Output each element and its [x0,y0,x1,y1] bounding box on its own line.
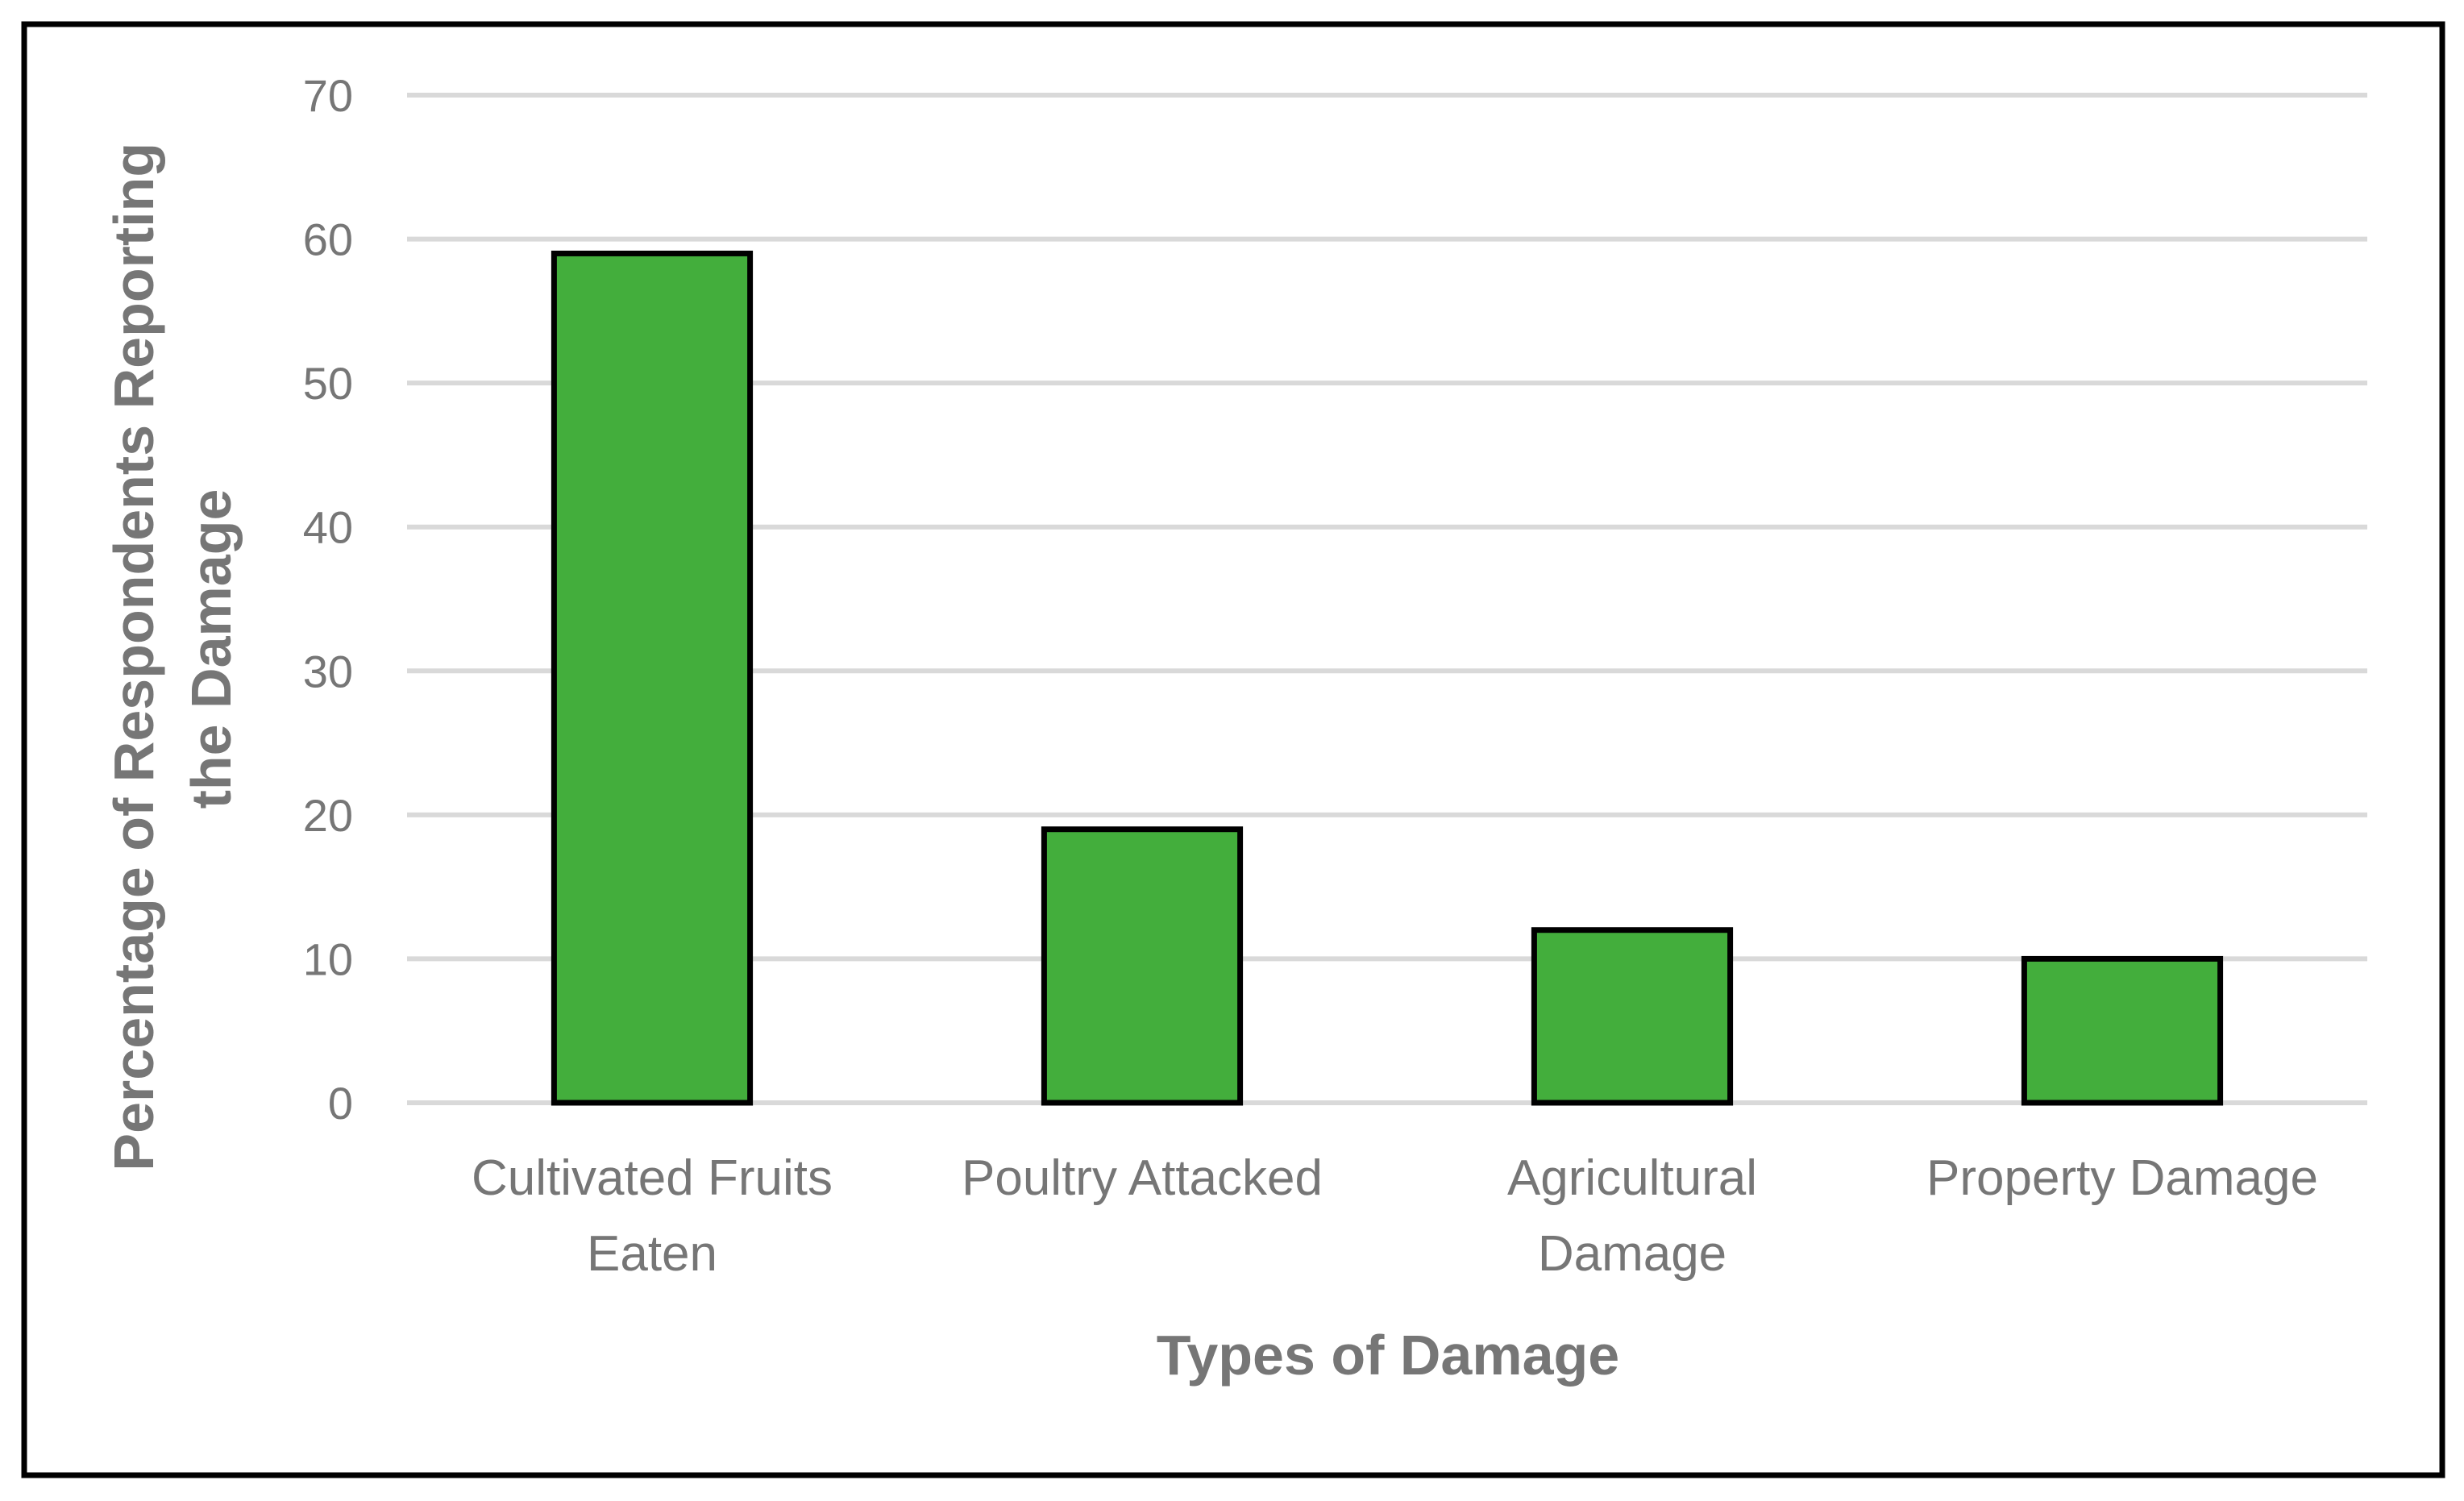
x-category-label-1: Poultry Attacked [962,1150,1323,1206]
x-category-label-2: Agricultural Damage [1507,1150,1757,1282]
bar-1 [1041,826,1244,1106]
bar-0 [551,250,754,1106]
y-axis-title-line-2: the Damage [180,489,243,809]
x-axis-title: Types of Damage [1157,1324,1619,1387]
x-category-label-3: Property Damage [1926,1150,2318,1206]
bars [551,250,2224,1106]
y-tick-label-4: 40 [303,502,353,553]
y-tick-label-6: 60 [303,214,353,265]
x-category-label-0-line-1: Eaten [587,1226,717,1282]
y-tick-label-3: 30 [303,646,353,696]
y-axis-title: Percentage of Respondents Reporting the … [102,127,243,1170]
y-axis-tick-labels: 0 10 20 30 40 50 60 70 [303,70,353,1129]
bar-2 [1531,927,1734,1106]
y-tick-label-0: 0 [328,1078,353,1129]
y-tick-label-2: 20 [303,790,353,841]
x-category-label-1-line-0: Poultry Attacked [962,1150,1323,1206]
x-category-label-2-line-0: Agricultural [1507,1150,1757,1206]
x-axis-category-labels: Cultivated Fruits Eaten Poultry Attacked Ag… [472,1150,2318,1282]
x-category-label-2-line-1: Damage [1538,1226,1726,1282]
x-category-label-0: Cultivated Fruits Eaten [472,1150,833,1282]
y-tick-label-5: 50 [303,358,353,409]
y-tick-label-1: 10 [303,933,353,984]
x-category-label-0-line-0: Cultivated Fruits [472,1150,833,1206]
x-category-label-3-line-0: Property Damage [1926,1150,2318,1206]
y-tick-label-7: 70 [303,70,353,121]
y-axis-title-line-1: Percentage of Respondents Reporting [102,143,165,1171]
chart-border [21,21,2445,1478]
bar-3 [2021,955,2224,1106]
